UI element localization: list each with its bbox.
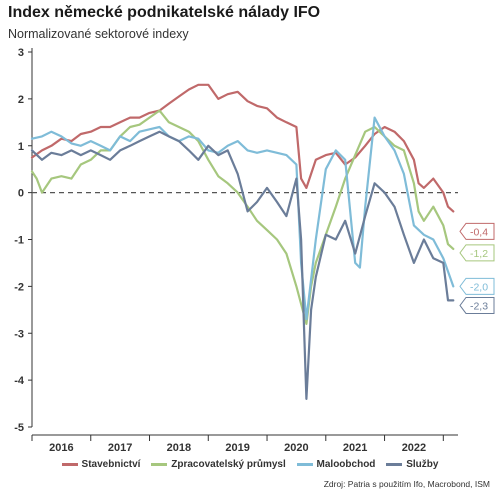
legend-label-maloobchod: Maloobchod: [316, 459, 376, 470]
end-label-text: -0,4: [470, 226, 488, 238]
y-tick-label: 2: [18, 94, 24, 106]
series-line-stavebnictvi: [30, 83, 455, 213]
legend-swatch-maloobchod: [296, 462, 313, 466]
end-label-text: -1,2: [470, 248, 488, 260]
legend-label-prumysl: Zpracovatelský průmysl: [171, 459, 286, 470]
y-tick-label: -4: [14, 375, 25, 387]
end-label-box: [459, 277, 495, 295]
source-note: Zdroj: Patria s použitím Ifo, Macrobond,…: [323, 479, 490, 489]
chart-axes: 3 2 1 0 -1 -2 -3 -4 -5 2016 2017 2018 2019 2020 2021 20…: [14, 47, 458, 454]
legend-item-stavebnictvi: Stavebnictví: [61, 459, 141, 470]
end-label-maloobchod: -2,0: [459, 277, 495, 295]
end-label-box: [459, 296, 495, 314]
x-tick-label: 2016: [49, 442, 73, 454]
y-tick-label: 3: [18, 47, 24, 59]
end-label-text: -2,0: [470, 281, 488, 293]
legend-swatch-sluzby: [386, 462, 403, 466]
end-label-box: [459, 244, 495, 262]
series-line-sluzby: [30, 130, 455, 400]
x-tick-label: 2021: [343, 442, 367, 454]
x-tick-label: 2022: [402, 442, 426, 454]
legend-swatch-stavebnictvi: [61, 462, 78, 466]
end-label-text: -2,3: [470, 300, 488, 312]
end-label-prumysl: -1,2: [459, 244, 495, 262]
legend-item-maloobchod: Maloobchod: [296, 459, 376, 470]
y-tick-label: 0: [18, 188, 24, 200]
chart-end-labels: -0,4 -1,2 -2,0 -2,3: [459, 222, 495, 314]
legend-swatch-prumysl: [151, 462, 168, 466]
end-label-sluzby: -2,3: [459, 296, 495, 314]
x-tick-label: 2018: [167, 442, 191, 454]
chart-subtitle: Normalizované sektorové indexy: [8, 27, 189, 41]
chart-series: [30, 83, 455, 400]
y-tick-label: -2: [14, 281, 24, 293]
end-label-box: [459, 222, 495, 240]
legend-item-prumysl: Zpracovatelský průmysl: [151, 459, 286, 470]
legend-label-stavebnictvi: Stavebnictví: [81, 459, 141, 470]
legend-label-sluzby: Služby: [406, 459, 439, 470]
y-tick-label: -5: [14, 422, 24, 434]
chart-legend: Stavebnictví Zpracovatelský průmysl Malo…: [0, 459, 500, 470]
y-tick-label: -3: [14, 328, 24, 340]
y-tick-label: -1: [14, 235, 24, 247]
series-line-prumysl: [30, 109, 455, 325]
series-line-maloobchod: [30, 116, 455, 321]
x-tick-label: 2020: [284, 442, 308, 454]
legend-item-sluzby: Služby: [386, 459, 438, 470]
x-tick-label: 2019: [225, 442, 249, 454]
x-tick-label: 2017: [108, 442, 132, 454]
chart-title: Index německé podnikatelské nálady IFO: [8, 4, 321, 21]
y-tick-label: 1: [18, 141, 24, 153]
end-label-stavebnictvi: -0,4: [459, 222, 495, 240]
